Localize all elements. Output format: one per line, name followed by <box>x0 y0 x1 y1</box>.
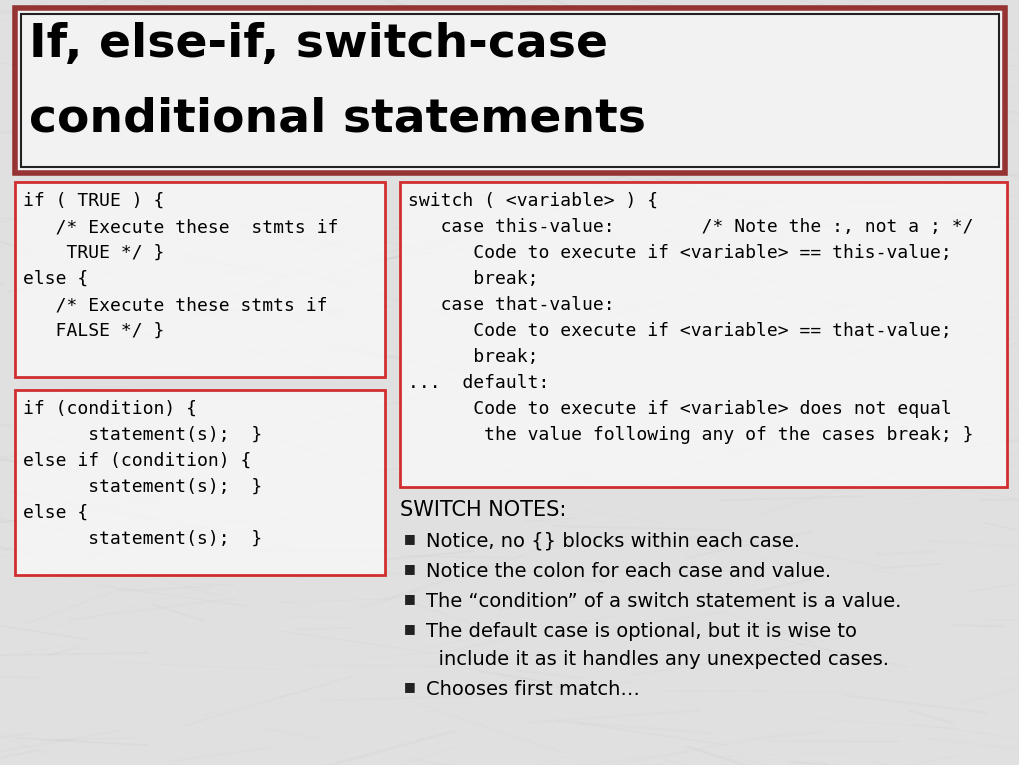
Text: /* Execute these  stmts if: /* Execute these stmts if <box>23 218 338 236</box>
Text: else if (condition) {: else if (condition) { <box>23 452 251 470</box>
Text: FALSE */ }: FALSE */ } <box>23 322 164 340</box>
Text: ■: ■ <box>404 622 416 635</box>
Text: statement(s);  }: statement(s); } <box>23 426 262 444</box>
Text: break;: break; <box>408 348 538 366</box>
FancyBboxPatch shape <box>399 182 1006 487</box>
Text: statement(s);  }: statement(s); } <box>23 530 262 548</box>
FancyBboxPatch shape <box>15 8 1004 173</box>
Text: ■: ■ <box>404 680 416 693</box>
Text: if (condition) {: if (condition) { <box>23 400 197 418</box>
Text: If, else-if, switch-case: If, else-if, switch-case <box>29 22 607 67</box>
Text: statement(s);  }: statement(s); } <box>23 478 262 496</box>
Text: Notice, no {} blocks within each case.: Notice, no {} blocks within each case. <box>426 532 799 551</box>
Text: TRUE */ }: TRUE */ } <box>23 244 164 262</box>
Text: The default case is optional, but it is wise to: The default case is optional, but it is … <box>426 622 856 641</box>
FancyBboxPatch shape <box>15 390 384 575</box>
Text: Chooses first match…: Chooses first match… <box>426 680 639 699</box>
Text: Code to execute if <variable> does not equal: Code to execute if <variable> does not e… <box>408 400 951 418</box>
Text: Notice the colon for each case and value.: Notice the colon for each case and value… <box>426 562 830 581</box>
Text: conditional statements: conditional statements <box>29 96 645 141</box>
Text: if ( TRUE ) {: if ( TRUE ) { <box>23 192 164 210</box>
Text: else {: else { <box>23 504 89 522</box>
Text: ■: ■ <box>404 592 416 605</box>
Text: ■: ■ <box>404 562 416 575</box>
Text: ■: ■ <box>404 532 416 545</box>
Text: Code to execute if <variable> == this-value;: Code to execute if <variable> == this-va… <box>408 244 951 262</box>
Text: The “condition” of a switch statement is a value.: The “condition” of a switch statement is… <box>426 592 901 611</box>
Text: break;: break; <box>408 270 538 288</box>
Text: else {: else { <box>23 270 89 288</box>
Text: switch ( <variable> ) {: switch ( <variable> ) { <box>408 192 657 210</box>
Text: include it as it handles any unexpected cases.: include it as it handles any unexpected … <box>426 650 889 669</box>
Text: SWITCH NOTES:: SWITCH NOTES: <box>399 500 566 520</box>
Text: case that-value:: case that-value: <box>408 296 614 314</box>
FancyBboxPatch shape <box>15 182 384 377</box>
Text: case this-value:        /* Note the :, not a ; */: case this-value: /* Note the :, not a ; … <box>408 218 972 236</box>
Text: the value following any of the cases break; }: the value following any of the cases bre… <box>408 426 972 444</box>
Text: /* Execute these stmts if: /* Execute these stmts if <box>23 296 327 314</box>
Text: Code to execute if <variable> == that-value;: Code to execute if <variable> == that-va… <box>408 322 951 340</box>
Text: ...  default:: ... default: <box>408 374 549 392</box>
